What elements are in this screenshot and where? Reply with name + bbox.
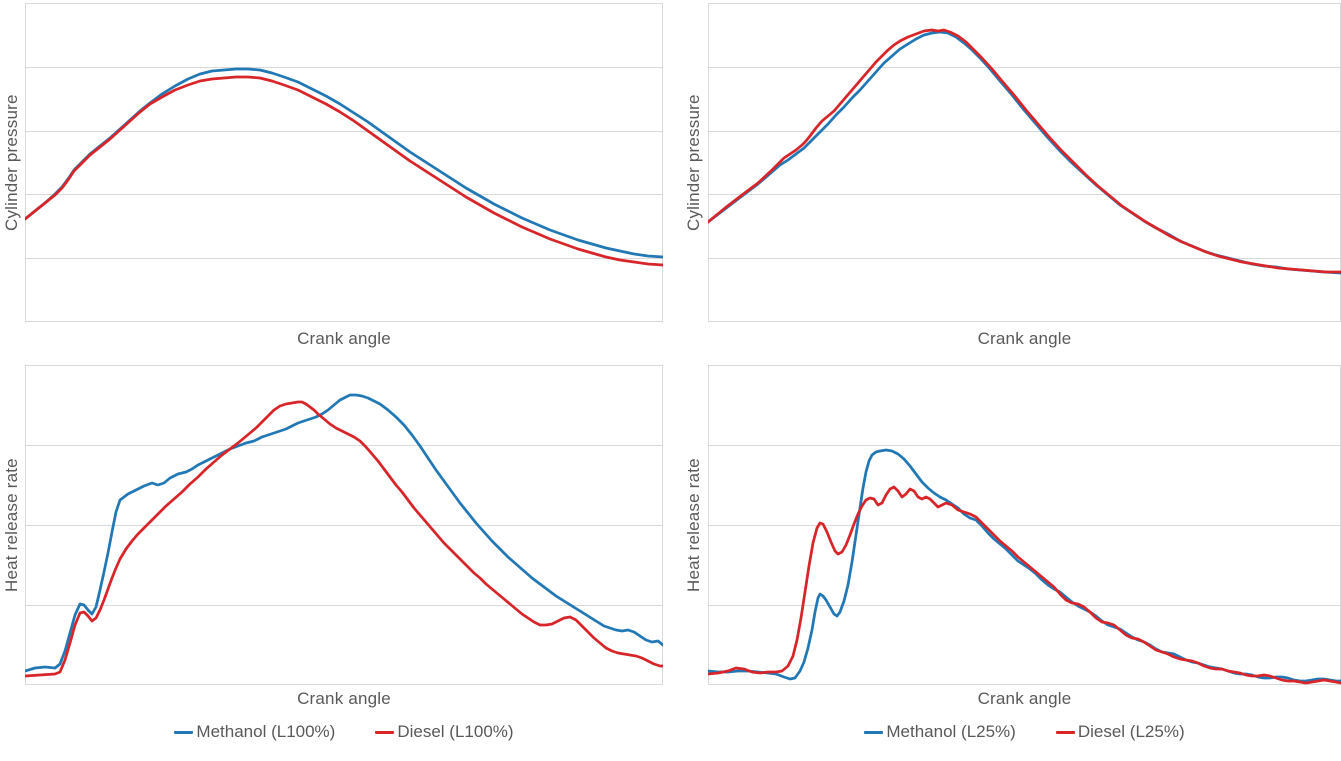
- chart-canvas: [25, 365, 663, 685]
- legend-line-swatch-methanol: [174, 730, 194, 734]
- chart-cylinder-pressure-l25: [708, 3, 1341, 322]
- chart-canvas: [708, 3, 1341, 322]
- legend-line-swatch-diesel: [1055, 730, 1075, 734]
- legend-line-swatch-diesel: [375, 730, 395, 734]
- y-axis-title-heat-release-rate-l25: Heat release rate: [684, 458, 703, 592]
- chart-cylinder-pressure-l100: [25, 3, 663, 322]
- series-line-diesel-l100-: [25, 75, 663, 267]
- y-axis-title-heat-release-rate-l100: Heat release rate: [2, 458, 21, 592]
- chart-heat-release-rate-l100: [25, 365, 663, 685]
- series-line-methanol-l25-: [708, 448, 1341, 683]
- legend-label: Methanol (L25%): [886, 722, 1016, 741]
- chart-heat-release-rate-l25: [708, 365, 1341, 685]
- y-axis-title-cylinder-pressure-l25: Cylinder pressure: [684, 94, 703, 231]
- x-axis-title-crank-angle-br: Crank angle: [977, 689, 1072, 708]
- plot-border: [25, 3, 663, 322]
- x-axis-title-crank-angle-bl: Crank angle: [297, 689, 391, 708]
- chart-canvas: [25, 3, 663, 322]
- legend-left-column: Methanol (L100%) Diesel (L100%): [25, 721, 663, 743]
- legend-right-column: Methanol (L25%) Diesel (L25%): [708, 721, 1341, 743]
- chart-canvas: [708, 365, 1341, 685]
- legend-label: Methanol (L100%): [196, 722, 336, 741]
- legend-item-diesel-l25: Diesel (L25%): [1055, 722, 1185, 742]
- x-axis-title-crank-angle-tl: Crank angle: [297, 329, 391, 348]
- series-line-diesel-l25-: [708, 28, 1341, 274]
- plot-border: [25, 365, 663, 685]
- legend-label: Diesel (L25%): [1077, 722, 1185, 741]
- legend-item-diesel-l100: Diesel (L100%): [375, 722, 514, 742]
- legend-item-methanol-l100: Methanol (L100%): [174, 722, 335, 742]
- series-line-methanol-l100-: [25, 393, 663, 673]
- legend-line-swatch-methanol: [864, 730, 884, 734]
- legend-item-methanol-l25: Methanol (L25%): [864, 722, 1016, 742]
- series-line-methanol-l100-: [25, 67, 663, 259]
- x-axis-title-crank-angle-tr: Crank angle: [977, 329, 1072, 348]
- series-line-diesel-l25-: [708, 485, 1341, 685]
- plot-border: [708, 3, 1341, 322]
- series-line-methanol-l25-: [708, 30, 1341, 275]
- series-line-diesel-l100-: [25, 400, 663, 678]
- y-axis-title-cylinder-pressure-l100: Cylinder pressure: [2, 94, 21, 231]
- legend-label: Diesel (L100%): [397, 722, 514, 741]
